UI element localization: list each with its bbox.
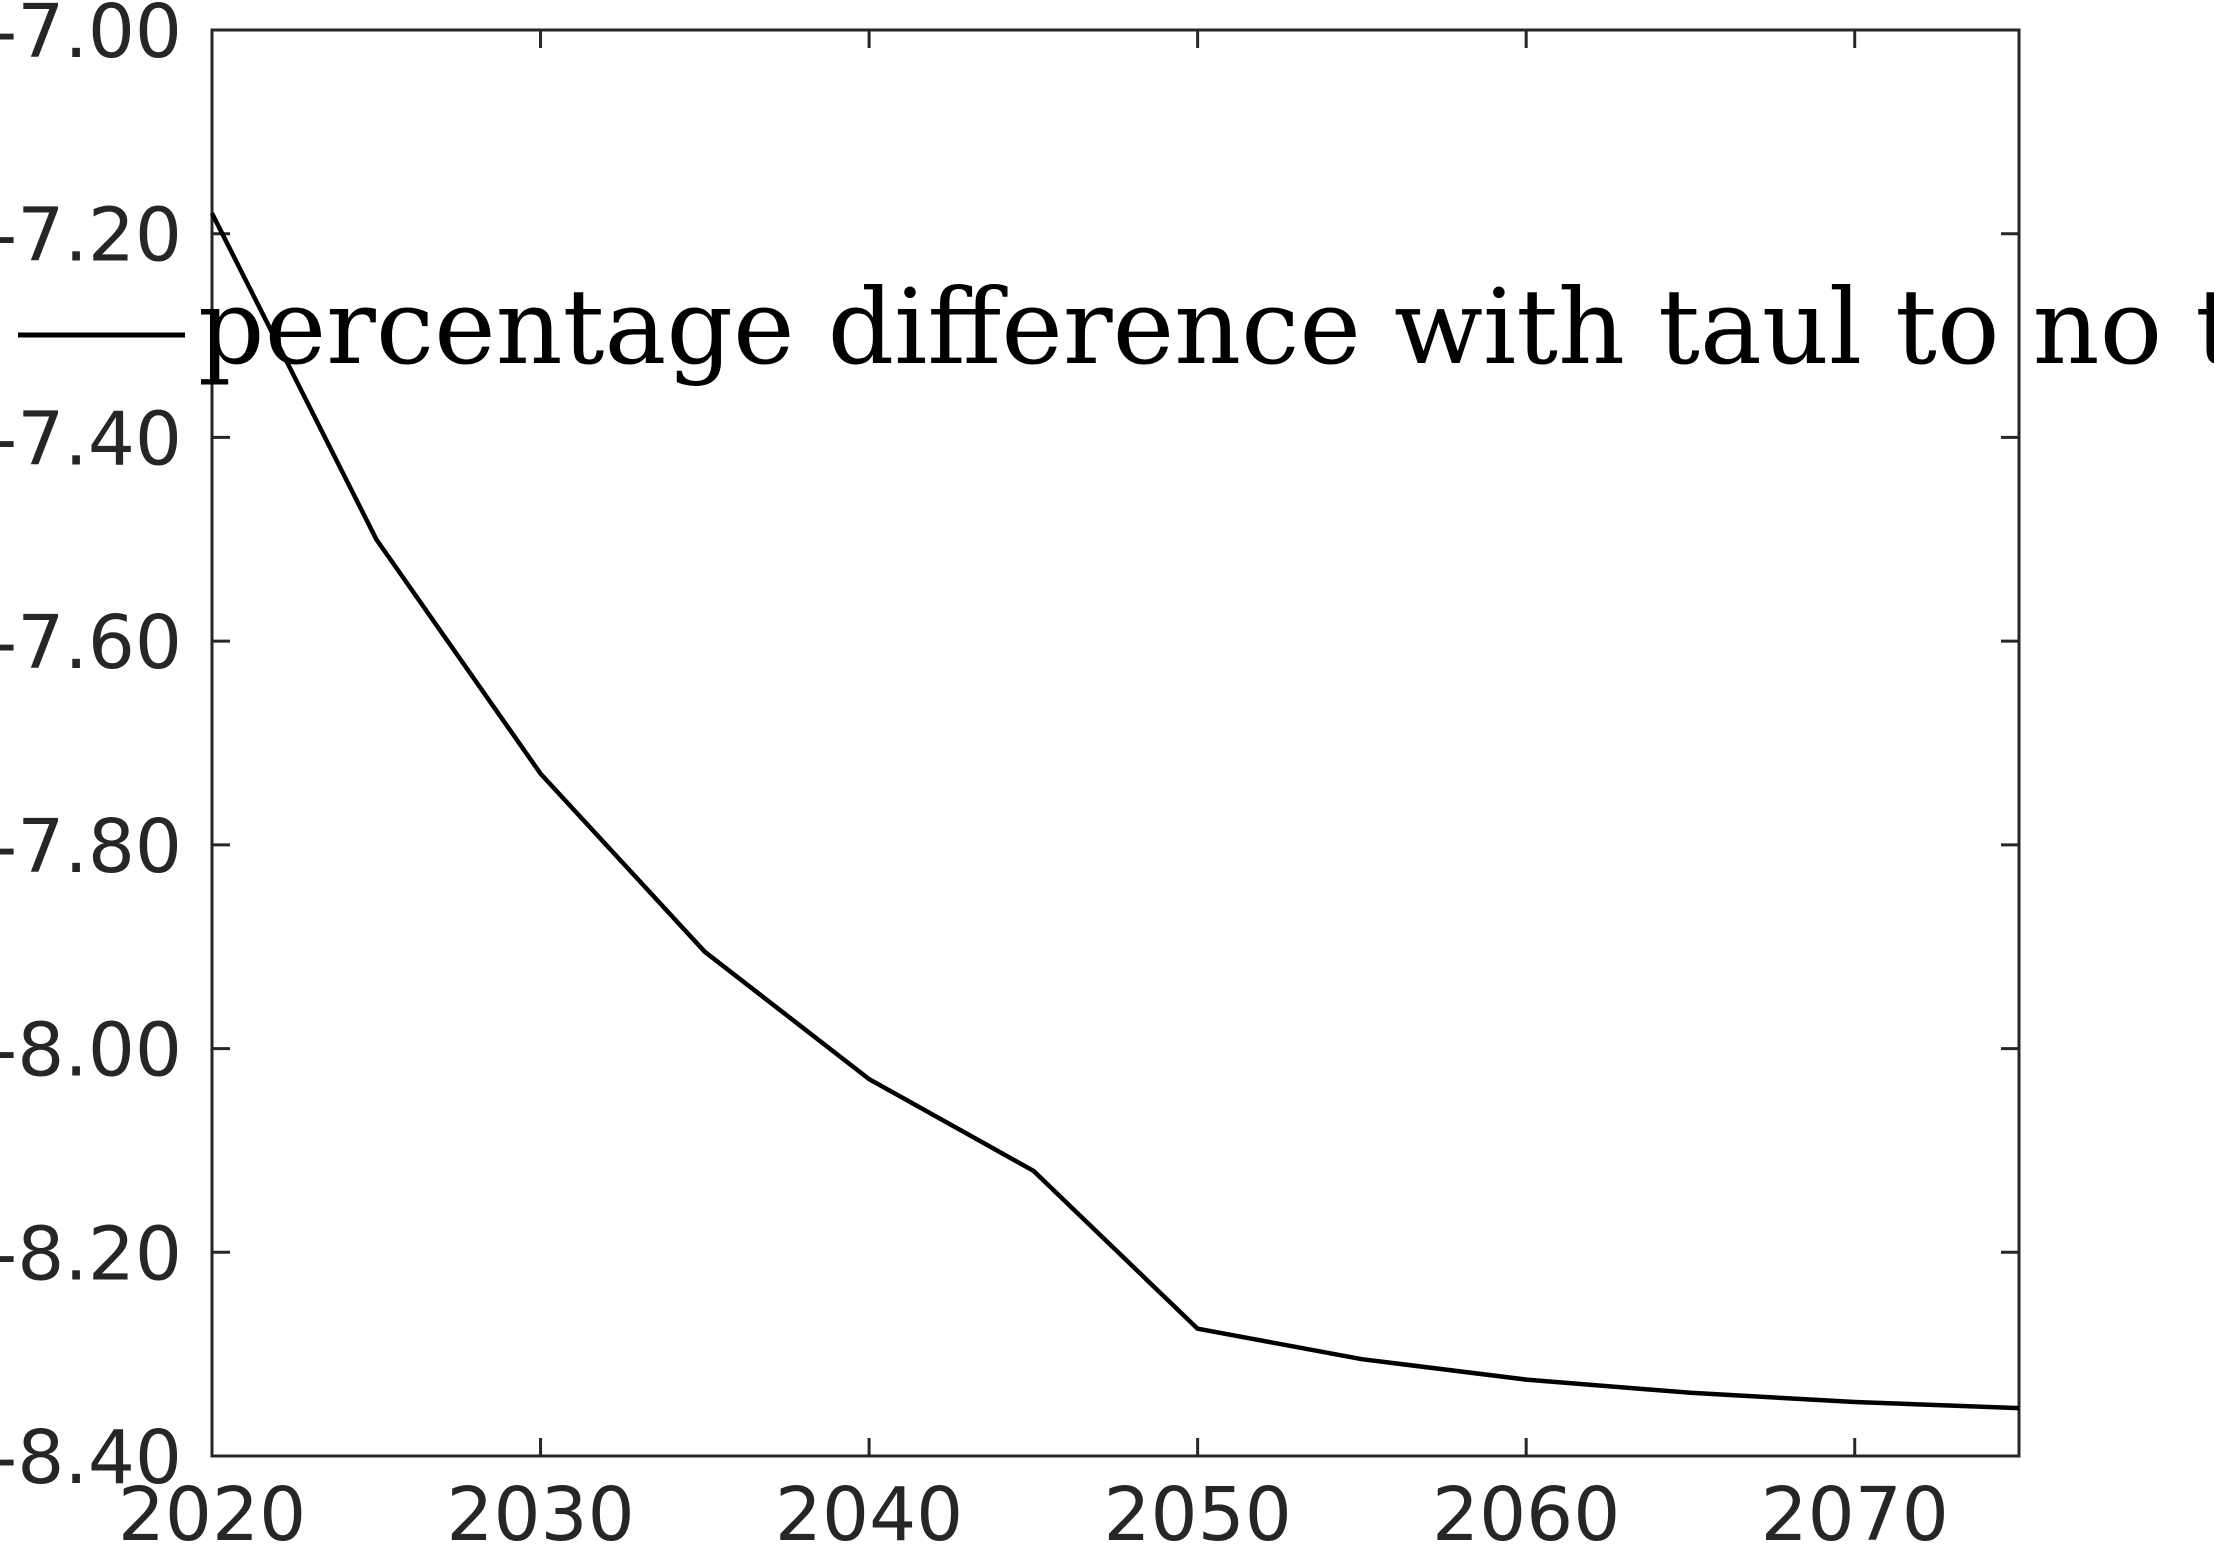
y-tick-label: -7.60 <box>0 600 182 686</box>
plot-area <box>210 28 2021 1458</box>
y-tick-label: -7.20 <box>0 193 182 279</box>
axes-box <box>210 28 2021 1458</box>
tick-marks <box>210 28 2019 1458</box>
x-tick-label: 2030 <box>446 1472 634 1554</box>
y-tick-label: -7.40 <box>0 396 182 482</box>
series-layer <box>209 212 2020 1411</box>
x-tick-label: 2020 <box>118 1472 306 1554</box>
x-tick-label: 2070 <box>1761 1472 1949 1554</box>
y-tick-label: -7.80 <box>0 804 182 890</box>
x-tick-label: 2050 <box>1103 1472 1291 1554</box>
x-tick-label: 2060 <box>1432 1472 1620 1554</box>
legend-label: percentage difference with taul to no ta… <box>198 266 2214 388</box>
series-line <box>209 212 2020 1411</box>
x-tick-label: 2040 <box>775 1472 963 1554</box>
y-tick-label: -8.20 <box>0 1211 182 1297</box>
legend: percentage difference with taul to no ta… <box>18 266 2214 388</box>
x-axis-tick-labels: 2020 2030 2040 2050 2060 2070 <box>118 1472 1949 1554</box>
y-tick-label: -8.00 <box>0 1008 182 1094</box>
y-tick-label: -7.00 <box>0 0 182 75</box>
y-tick-label: -8.40 <box>0 1415 182 1501</box>
y-axis-tick-labels: -7.00 -7.20 -7.40 -7.60 -7.80 -8.00 -8.20 -8.40 <box>0 0 182 1501</box>
